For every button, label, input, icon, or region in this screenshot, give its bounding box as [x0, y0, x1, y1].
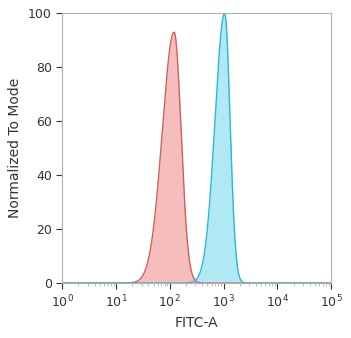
X-axis label: FITC-A: FITC-A [175, 316, 219, 330]
Y-axis label: Normalized To Mode: Normalized To Mode [8, 78, 22, 218]
